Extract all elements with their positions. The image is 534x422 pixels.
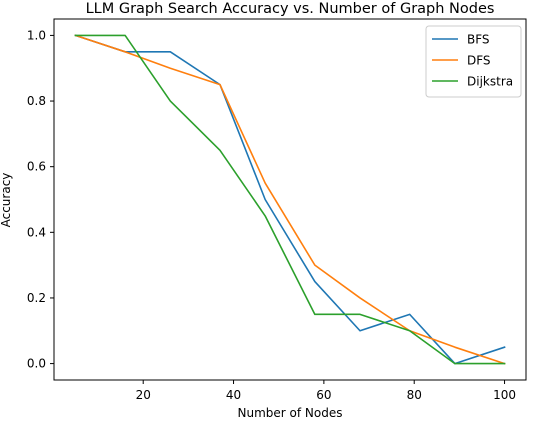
legend-box [425, 25, 522, 98]
legend: BFS DFS Dijkstra [425, 25, 522, 98]
y-tick-label: 1.0 [27, 28, 46, 42]
x-tick-label: 40 [226, 388, 241, 402]
y-tick-label: 0.2 [27, 291, 46, 305]
x-tick-label: 20 [136, 388, 151, 402]
chart-title: LLM Graph Search Accuracy vs. Number of … [86, 1, 495, 17]
series-line-dijkstra [74, 34, 506, 365]
x-axis: 20 40 60 80 100 [136, 380, 516, 402]
x-tick-label: 100 [493, 388, 516, 402]
legend-label-dfs: DFS [467, 54, 491, 68]
legend-label-dijkstra: Dijkstra [467, 75, 513, 89]
y-tick-label: 0.6 [27, 160, 46, 174]
y-axis: 0.0 0.2 0.4 0.6 0.8 1.0 [27, 28, 54, 371]
axes-frame [53, 18, 527, 381]
series-layer [74, 34, 506, 365]
x-axis-label: Number of Nodes [238, 406, 343, 418]
legend-label-bfs: BFS [467, 33, 490, 47]
plot-area [53, 18, 527, 381]
y-tick-label: 0.0 [27, 357, 46, 371]
y-tick-label: 0.8 [27, 94, 46, 108]
series-line-dfs [74, 34, 506, 365]
x-tick-label: 80 [407, 388, 422, 402]
y-axis-label: Accuracy [0, 173, 13, 228]
x-tick-label: 60 [316, 388, 331, 402]
y-tick-label: 0.4 [27, 225, 46, 239]
